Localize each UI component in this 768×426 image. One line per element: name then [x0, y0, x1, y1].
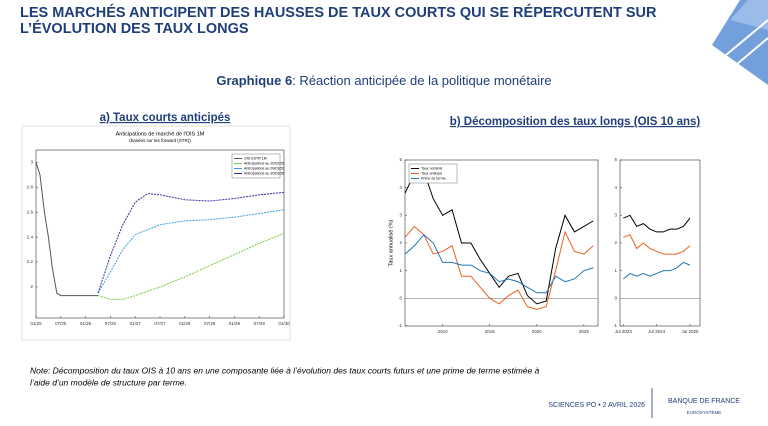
x-tick-label: 07/25 — [55, 321, 67, 326]
y-tick-label: -1 — [613, 323, 617, 328]
y-tick-label: 1 — [614, 268, 617, 273]
footer-event: SCIENCES PO • 2 AVRIL 2026 — [548, 402, 645, 409]
series-line — [404, 233, 594, 294]
x-tick-label: 2010 — [438, 329, 449, 334]
y-tick-label: 5 — [614, 157, 617, 162]
x-tick-label: Jul 2024 — [648, 329, 666, 334]
legend-label: Anticipations au 30/03/26 — [244, 171, 284, 175]
legend-label: Taux nominal — [421, 166, 442, 170]
x-tick-label: 01/25 — [30, 321, 42, 326]
y-tick-label: 2.2 — [27, 259, 34, 264]
plot-area — [619, 159, 701, 327]
y-tick-label: 2 — [399, 240, 402, 245]
x-tick-label: 01/30 — [278, 321, 290, 326]
legend-label: Prime de terme — [421, 176, 446, 180]
y-tick-label: 4 — [399, 185, 402, 190]
series-line — [623, 214, 691, 233]
y-tick-label: 1 — [399, 268, 402, 273]
x-tick-label: Jul 2023 — [615, 329, 633, 334]
y-tick-label: 2.8 — [27, 185, 34, 190]
chart: -1 0 1 2 3 4 5 2010 2015 2020 2025 Taux annualisé (… — [388, 157, 599, 334]
slide-title: L’ÉVOLUTION DES TAUX LONGS — [20, 20, 249, 37]
legend-label: Taux anticipé — [421, 171, 442, 175]
charts: Anticipations de marché de l'OIS 1M(basé… — [21, 125, 701, 341]
x-tick-label: 07/26 — [105, 321, 117, 326]
x-tick-label: 01/27 — [130, 321, 142, 326]
x-tick-label: 01/28 — [179, 321, 191, 326]
chart: -1 0 1 2 3 4 5 Jul 2023 Jul 2024 Jul 2025 — [613, 157, 701, 334]
x-tick-label: 2025 — [579, 329, 590, 334]
x-tick-label: 01/26 — [80, 321, 92, 326]
y-tick-label: 0 — [614, 296, 617, 301]
chart-frame — [21, 125, 291, 341]
series-line — [404, 225, 594, 310]
x-tick-label: 07/29 — [254, 321, 266, 326]
y-tick-label: 2 — [30, 284, 33, 289]
figure-label: Graphique 6 — [216, 73, 292, 88]
series-line — [97, 232, 285, 300]
x-tick-label: Jul 2025 — [681, 329, 699, 334]
series-line — [35, 162, 98, 297]
x-tick-label: 07/28 — [204, 321, 216, 326]
chart: Anticipations de marché de l'OIS 1M(basé… — [21, 125, 291, 341]
y-tick-label: -1 — [398, 323, 402, 328]
chart-title: Anticipations de marché de l'OIS 1M — [116, 131, 205, 137]
series-line — [97, 191, 285, 294]
legend-label: OIS ESTR 1M — [244, 156, 267, 160]
brand: BANQUE DE FRANCE — [668, 398, 740, 405]
y-tick-label: 5 — [399, 157, 402, 162]
y-tick-label: 4 — [614, 185, 617, 190]
y-tick-label: 3 — [614, 213, 617, 218]
chart-subtitle: (basées sur les forward (STR)) — [129, 138, 191, 143]
note: Note: Décomposition du taux OIS à 10 ans… — [30, 365, 540, 375]
y-tick-label: 0 — [399, 296, 402, 301]
x-tick-label: 07/27 — [154, 321, 166, 326]
series-line — [404, 170, 594, 305]
y-tick-label: 3 — [30, 160, 33, 165]
slide-title: LES MARCHÉS ANTICIPENT DES HAUSSES DE TA… — [20, 4, 657, 21]
series-line — [97, 209, 285, 294]
series-line — [623, 261, 691, 280]
panel-title: a) Taux courts anticipés — [100, 112, 231, 124]
plot-area — [404, 159, 599, 327]
figure-title: Graphique 6: Réaction anticipée de la po… — [216, 73, 551, 88]
x-tick-label: 2015 — [485, 329, 496, 334]
brand-sub: EUROSYSTÈME — [687, 409, 722, 415]
y-tick-label: 2 — [614, 240, 617, 245]
y-tick-label: 2.4 — [27, 234, 34, 239]
figure-caption: : Réaction anticipée de la politique mon… — [292, 73, 551, 88]
y-tick-label: 2.6 — [27, 209, 34, 214]
x-tick-label: 01/29 — [229, 321, 241, 326]
note: l’aide d’un modèle de structure par term… — [30, 377, 187, 387]
corner-logo — [712, 0, 768, 85]
y-tick-label: 3 — [399, 213, 402, 218]
legend-box — [408, 163, 458, 184]
legend-label: Anticipations au 09/03/26 — [244, 166, 284, 170]
x-tick-label: 2020 — [532, 329, 543, 334]
y-axis-label: Taux annualisé (%) — [388, 219, 394, 266]
series-line — [623, 234, 691, 255]
panel-title: b) Décomposition des taux longs (OIS 10 … — [450, 116, 701, 128]
legend-label: Anticipations au 20/02/26 — [244, 161, 284, 165]
